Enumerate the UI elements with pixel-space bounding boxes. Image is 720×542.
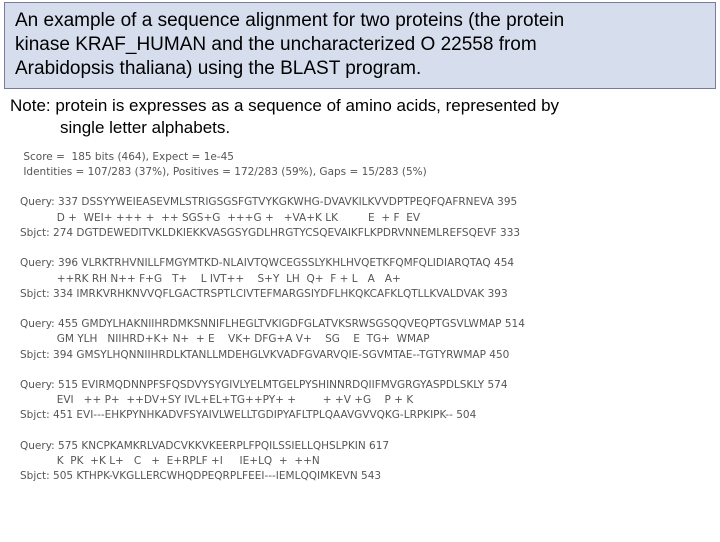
title-line-3: Arabidopsis thaliana) using the BLAST pr… — [15, 57, 705, 81]
query-line: Query: 575 KNCPKAMKRLVADCVKKVKEERPLFPQIL… — [20, 440, 389, 452]
match-line: D + WEI+ +++ + ++ SGS+G +++G + +VA+K LK … — [20, 212, 423, 224]
identities-line: Identities = 107/283 (37%), Positives = … — [20, 166, 427, 178]
note-line-2: single letter alphabets. — [10, 117, 710, 138]
query-line: Query: 396 VLRKTRHVNILLFMGYMTKD-NLAIVTQW… — [20, 257, 514, 269]
score-line: Score = 185 bits (464), Expect = 1e-45 — [20, 151, 234, 163]
note-text: Note: protein is expresses as a sequence… — [0, 93, 720, 144]
sbjct-line: Sbjct: 451 EVI---EHKPYNHKADVFSYAIVLWELLT… — [20, 409, 476, 421]
sbjct-line: Sbjct: 505 KTHPK-VKGLLERCWHQDPEQRPLFEEI-… — [20, 470, 381, 482]
match-line: EVI ++ P+ ++DV+SY IVL+EL+TG++PY+ + + +V … — [20, 394, 420, 406]
query-line: Query: 515 EVIRMQDNNPFSFQSDVYSYGIVLYELMT… — [20, 379, 508, 391]
match-line: ++RK RH N++ F+G T+ L IVT++ S+Y LH Q+ F +… — [20, 273, 401, 285]
match-line: K PK +K L+ C + E+RPLF +I IE+LQ + ++N — [20, 455, 320, 467]
sbjct-line: Sbjct: 394 GMSYLHQNNIIHRDLKTANLLMDEHGLVK… — [20, 349, 509, 361]
alignment-block: Score = 185 bits (464), Expect = 1e-45 I… — [0, 144, 720, 485]
query-line: Query: 337 DSSYYWEIEASEVMLSTRIGSGSFGTVYK… — [20, 196, 517, 208]
title-line-2: kinase KRAF_HUMAN and the uncharacterize… — [15, 33, 705, 57]
sbjct-line: Sbjct: 274 DGTDEWEDITVKLDKIEKKVASGSYGDLH… — [20, 227, 520, 239]
note-line-1: Note: protein is expresses as a sequence… — [10, 96, 559, 115]
query-line: Query: 455 GMDYLHAKNIIHRDMKSNNIFLHEGLTVK… — [20, 318, 525, 330]
sbjct-line: Sbjct: 334 IMRKVRHKNVVQFLGACTRSPTLCIVTEF… — [20, 288, 508, 300]
match-line: GM YLH NIIHRD+K+ N+ + E VK+ DFG+A V+ SG … — [20, 333, 430, 345]
title-box: An example of a sequence alignment for t… — [4, 2, 716, 89]
title-line-1: An example of a sequence alignment for t… — [15, 9, 705, 33]
